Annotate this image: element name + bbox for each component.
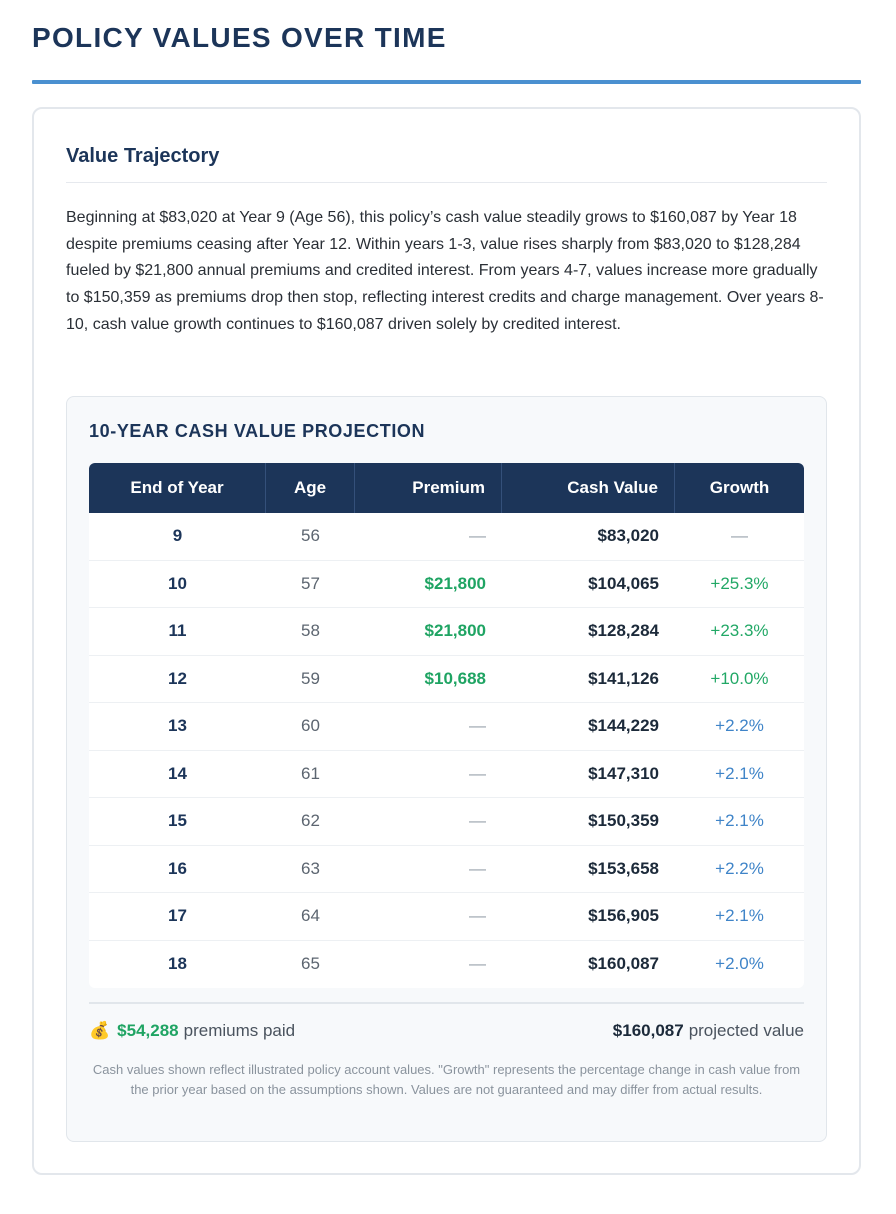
cell-growth: +23.3%	[710, 621, 769, 641]
cell-growth: +2.1%	[715, 763, 764, 783]
section-heading: Value Trajectory	[66, 145, 220, 167]
table-row: 12 59 $10,688 $141,126 +10.0%	[89, 655, 804, 703]
cell-age: 59	[301, 668, 320, 688]
premiums-paid-label: premiums paid	[183, 1021, 296, 1040]
table-row: 16 63 — $153,658 +2.2%	[89, 845, 804, 893]
cell-premium: —	[469, 526, 486, 546]
moneybag-icon: 💰	[89, 1021, 111, 1040]
value-trajectory-card: Value Trajectory Beginning at $83,020 at…	[32, 107, 861, 1175]
cell-year: 15	[168, 811, 187, 831]
cell-age: 63	[301, 858, 320, 878]
table-body: 9 56 — $83,020 — 10 57 $21,800 $104,065 +25.3% 11 5…	[89, 513, 804, 988]
cell-year: 9	[172, 526, 183, 546]
cell-premium: $21,800	[424, 621, 486, 641]
cell-year: 10	[168, 573, 187, 593]
table-row: 17 64 — $156,905 +2.1%	[89, 893, 804, 941]
cell-cash-value: $150,359	[588, 811, 659, 831]
header-growth: Growth	[709, 478, 770, 497]
cell-year: 11	[168, 621, 187, 641]
disclaimer-text: Cash values shown reflect illustrated po…	[92, 1062, 801, 1097]
cell-year: 14	[168, 763, 187, 783]
summary-paragraph: Beginning at $83,020 at Year 9 (Age 56),…	[66, 209, 824, 333]
cell-cash-value: $153,658	[588, 858, 659, 878]
projected-value-summary: $160,087 projected value	[613, 1021, 804, 1041]
cell-cash-value: $144,229	[588, 716, 659, 736]
cell-growth: +2.1%	[715, 811, 764, 831]
cell-cash-value: $160,087	[588, 954, 659, 974]
cell-age: 65	[301, 954, 320, 974]
header-age: Age	[266, 463, 355, 513]
totals-bar: 💰 $54,288 premiums paid $160,087 project…	[89, 1019, 804, 1043]
table-row: 14 61 — $147,310 +2.1%	[89, 750, 804, 798]
cell-age: 60	[301, 716, 320, 736]
cell-premium: —	[469, 811, 486, 831]
cell-cash-value: $156,905	[588, 906, 659, 926]
table-header: End of Year Age Premium Cash Value Growt…	[89, 463, 804, 513]
cell-age: 64	[301, 906, 320, 926]
cell-cash-value: $83,020	[597, 526, 659, 546]
table-row: 9 56 — $83,020 —	[89, 513, 804, 561]
cell-growth: +2.1%	[715, 906, 764, 926]
cell-year: 12	[168, 668, 187, 688]
cell-premium: —	[469, 954, 486, 974]
cell-age: 56	[301, 526, 320, 546]
cell-growth: +2.2%	[715, 858, 764, 878]
table-row: 15 62 — $150,359 +2.1%	[89, 798, 804, 846]
table-row: 13 60 — $144,229 +2.2%	[89, 703, 804, 751]
cell-premium: —	[469, 763, 486, 783]
cell-age: 61	[301, 763, 320, 783]
cell-year: 17	[168, 906, 187, 926]
projection-panel: 10-YEAR CASH VALUE PROJECTION End of Yea…	[66, 396, 827, 1142]
cell-year: 16	[168, 858, 187, 878]
cell-premium: —	[469, 858, 486, 878]
cell-year: 18	[168, 954, 187, 974]
cell-premium: —	[469, 716, 486, 736]
cell-growth: +25.3%	[710, 573, 769, 593]
cell-growth: +2.2%	[715, 716, 764, 736]
cell-premium: $21,800	[424, 573, 486, 593]
cell-cash-value: $128,284	[588, 621, 659, 641]
cell-premium: $10,688	[424, 668, 486, 688]
totals-divider	[89, 1002, 804, 1004]
projection-table: End of Year Age Premium Cash Value Growt…	[89, 463, 804, 988]
title-divider	[32, 80, 861, 84]
projected-value-label: projected value	[688, 1021, 804, 1040]
cell-age: 62	[301, 811, 320, 831]
cell-cash-value: $141,126	[588, 668, 659, 688]
premiums-paid-amount: $54,288	[117, 1021, 179, 1040]
table-row: 11 58 $21,800 $128,284 +23.3%	[89, 608, 804, 656]
section-divider	[66, 182, 827, 183]
header-end-of-year: End of Year	[89, 463, 266, 513]
page-title: POLICY VALUES OVER TIME	[32, 22, 447, 53]
header-cash-value: Cash Value	[502, 463, 675, 513]
cell-year: 13	[168, 716, 187, 736]
cell-age: 58	[301, 621, 320, 641]
cell-growth: +2.0%	[715, 954, 764, 974]
projected-value-amount: $160,087	[612, 1021, 684, 1040]
cell-cash-value: $104,065	[588, 573, 659, 593]
header-premium: Premium	[355, 463, 502, 513]
table-row: 18 65 — $160,087 +2.0%	[89, 940, 804, 988]
cell-premium: —	[469, 906, 486, 926]
projection-title: 10-YEAR CASH VALUE PROJECTION	[89, 421, 426, 441]
cell-cash-value: $147,310	[588, 763, 659, 783]
cell-age: 57	[301, 573, 320, 593]
table-row: 10 57 $21,800 $104,065 +25.3%	[89, 560, 804, 608]
cell-growth: —	[731, 526, 748, 546]
premiums-paid-summary: 💰 $54,288 premiums paid	[89, 1021, 295, 1041]
cell-growth: +10.0%	[710, 668, 769, 688]
